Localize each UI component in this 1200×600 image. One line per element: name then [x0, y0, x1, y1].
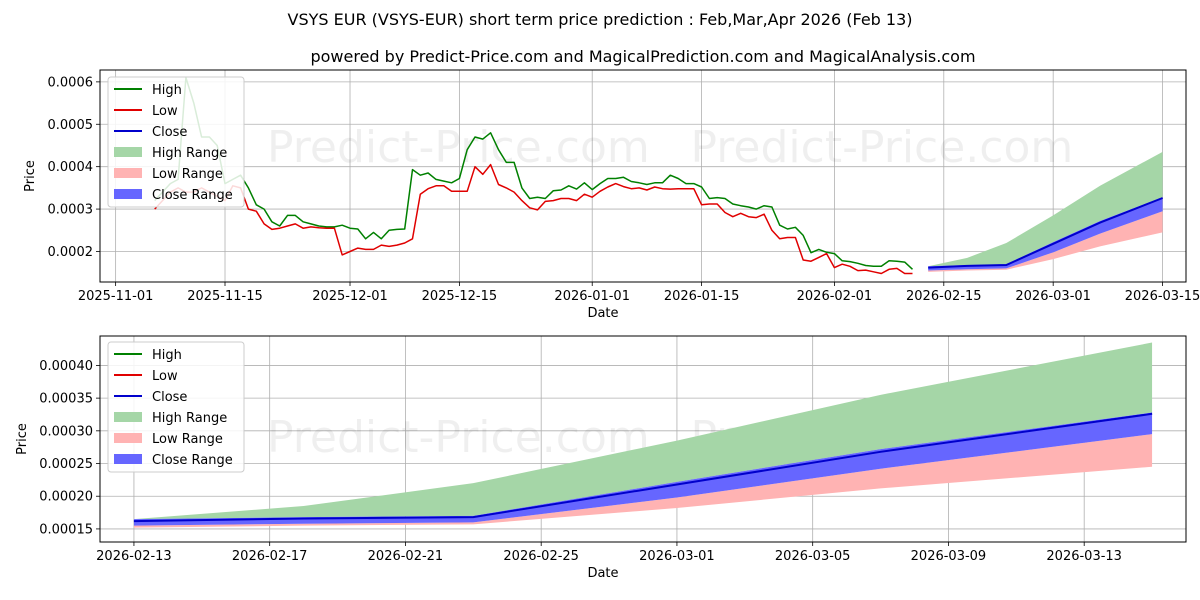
legend-label: Close Range	[152, 188, 233, 203]
x-tick-label: 2026-03-13	[1046, 549, 1122, 564]
legend: High Low Close High Range Low Range Close Ran…	[107, 341, 245, 473]
low-range-band	[133, 434, 1153, 528]
chart-title: VSYS EUR (VSYS-EUR) short term price pre…	[288, 10, 913, 29]
legend-label: Low	[152, 104, 178, 119]
legend-swatch	[114, 147, 142, 157]
y-axis-label: Price	[23, 160, 38, 192]
x-tick-label: 2026-03-15	[1125, 289, 1200, 304]
y-tick-label: 0.00035	[39, 392, 93, 407]
close-price-line	[928, 197, 1163, 269]
legend-label: Close	[152, 125, 187, 140]
watermark-text: Predict-Price.com	[691, 122, 1074, 173]
close-price-line	[133, 412, 1153, 523]
legend-label: Low	[152, 369, 178, 384]
high-price-line	[154, 76, 914, 270]
watermark-text: Predict-Price.com	[267, 412, 650, 463]
y-tick-label: 0.0006	[48, 75, 94, 90]
y-tick-label: 0.00020	[39, 490, 93, 505]
x-tick-label: 2026-03-01	[639, 549, 715, 564]
legend-swatch	[114, 433, 142, 443]
y-tick-label: 0.0004	[48, 160, 94, 175]
x-tick-label: 2026-02-21	[368, 549, 444, 564]
y-tick-label: 0.0002	[48, 245, 94, 260]
x-tick-label: 2026-02-25	[503, 549, 579, 564]
high-range-band	[133, 342, 1153, 520]
y-tick-label: 0.00025	[39, 457, 93, 472]
bottom-panel: 2026-02-13 2026-02-17 2026-02-21 2026-02-25…	[15, 335, 1187, 581]
watermark-text: Predict-Price.com	[267, 122, 650, 173]
legend-label: Close Range	[152, 453, 233, 468]
x-axis-label: Date	[587, 566, 618, 581]
plot-frame	[99, 335, 1187, 543]
x-tick-label: 2025-12-15	[422, 289, 498, 304]
y-tick-label: 0.0005	[48, 118, 94, 133]
legend-label: High Range	[152, 146, 227, 161]
x-tick-label: 2026-01-15	[664, 289, 740, 304]
legend-label: High	[152, 83, 182, 98]
legend-swatch	[114, 189, 142, 199]
y-tick-label: 0.00030	[39, 424, 93, 439]
chart-subtitle: powered by Predict-Price.com and Magical…	[310, 47, 975, 66]
x-tick-label: 2025-11-01	[78, 289, 154, 304]
y-tick-label: 0.0003	[48, 203, 94, 218]
x-tick-label: 2026-02-17	[232, 549, 308, 564]
x-axis-label: Date	[587, 306, 618, 321]
y-tick-label: 0.00015	[39, 522, 93, 537]
y-tick-label: 0.00040	[39, 359, 93, 374]
legend-label: High Range	[152, 411, 227, 426]
x-tick-label: 2025-11-15	[187, 289, 263, 304]
legend-label: High	[152, 348, 182, 363]
legend: High Low Close High Range Low Range Close Ran…	[107, 76, 245, 208]
x-tick-label: 2026-03-01	[1015, 289, 1091, 304]
x-tick-label: 2026-03-05	[775, 549, 851, 564]
x-tick-label: 2026-03-09	[911, 549, 987, 564]
y-axis-label: Price	[15, 423, 30, 455]
legend-swatch	[114, 454, 142, 464]
x-tick-label: 2026-02-01	[797, 289, 873, 304]
x-tick-label: 2025-12-01	[312, 289, 388, 304]
low-price-line	[154, 163, 913, 275]
x-tick-label: 2026-02-15	[906, 289, 982, 304]
x-tick-label: 2026-01-01	[554, 289, 630, 304]
plot-frame	[99, 69, 1187, 283]
legend-label: Close	[152, 390, 187, 405]
legend-label: Low Range	[152, 432, 223, 447]
legend-swatch	[114, 168, 142, 178]
x-tick-label: 2026-02-13	[96, 549, 172, 564]
high-range-band	[928, 151, 1163, 267]
legend-swatch	[114, 412, 142, 422]
low-range-band	[928, 211, 1163, 272]
top-panel: 2025-11-01 2025-11-15 2025-12-01 2025-12-15…	[23, 69, 1200, 321]
legend-label: Low Range	[152, 167, 223, 182]
